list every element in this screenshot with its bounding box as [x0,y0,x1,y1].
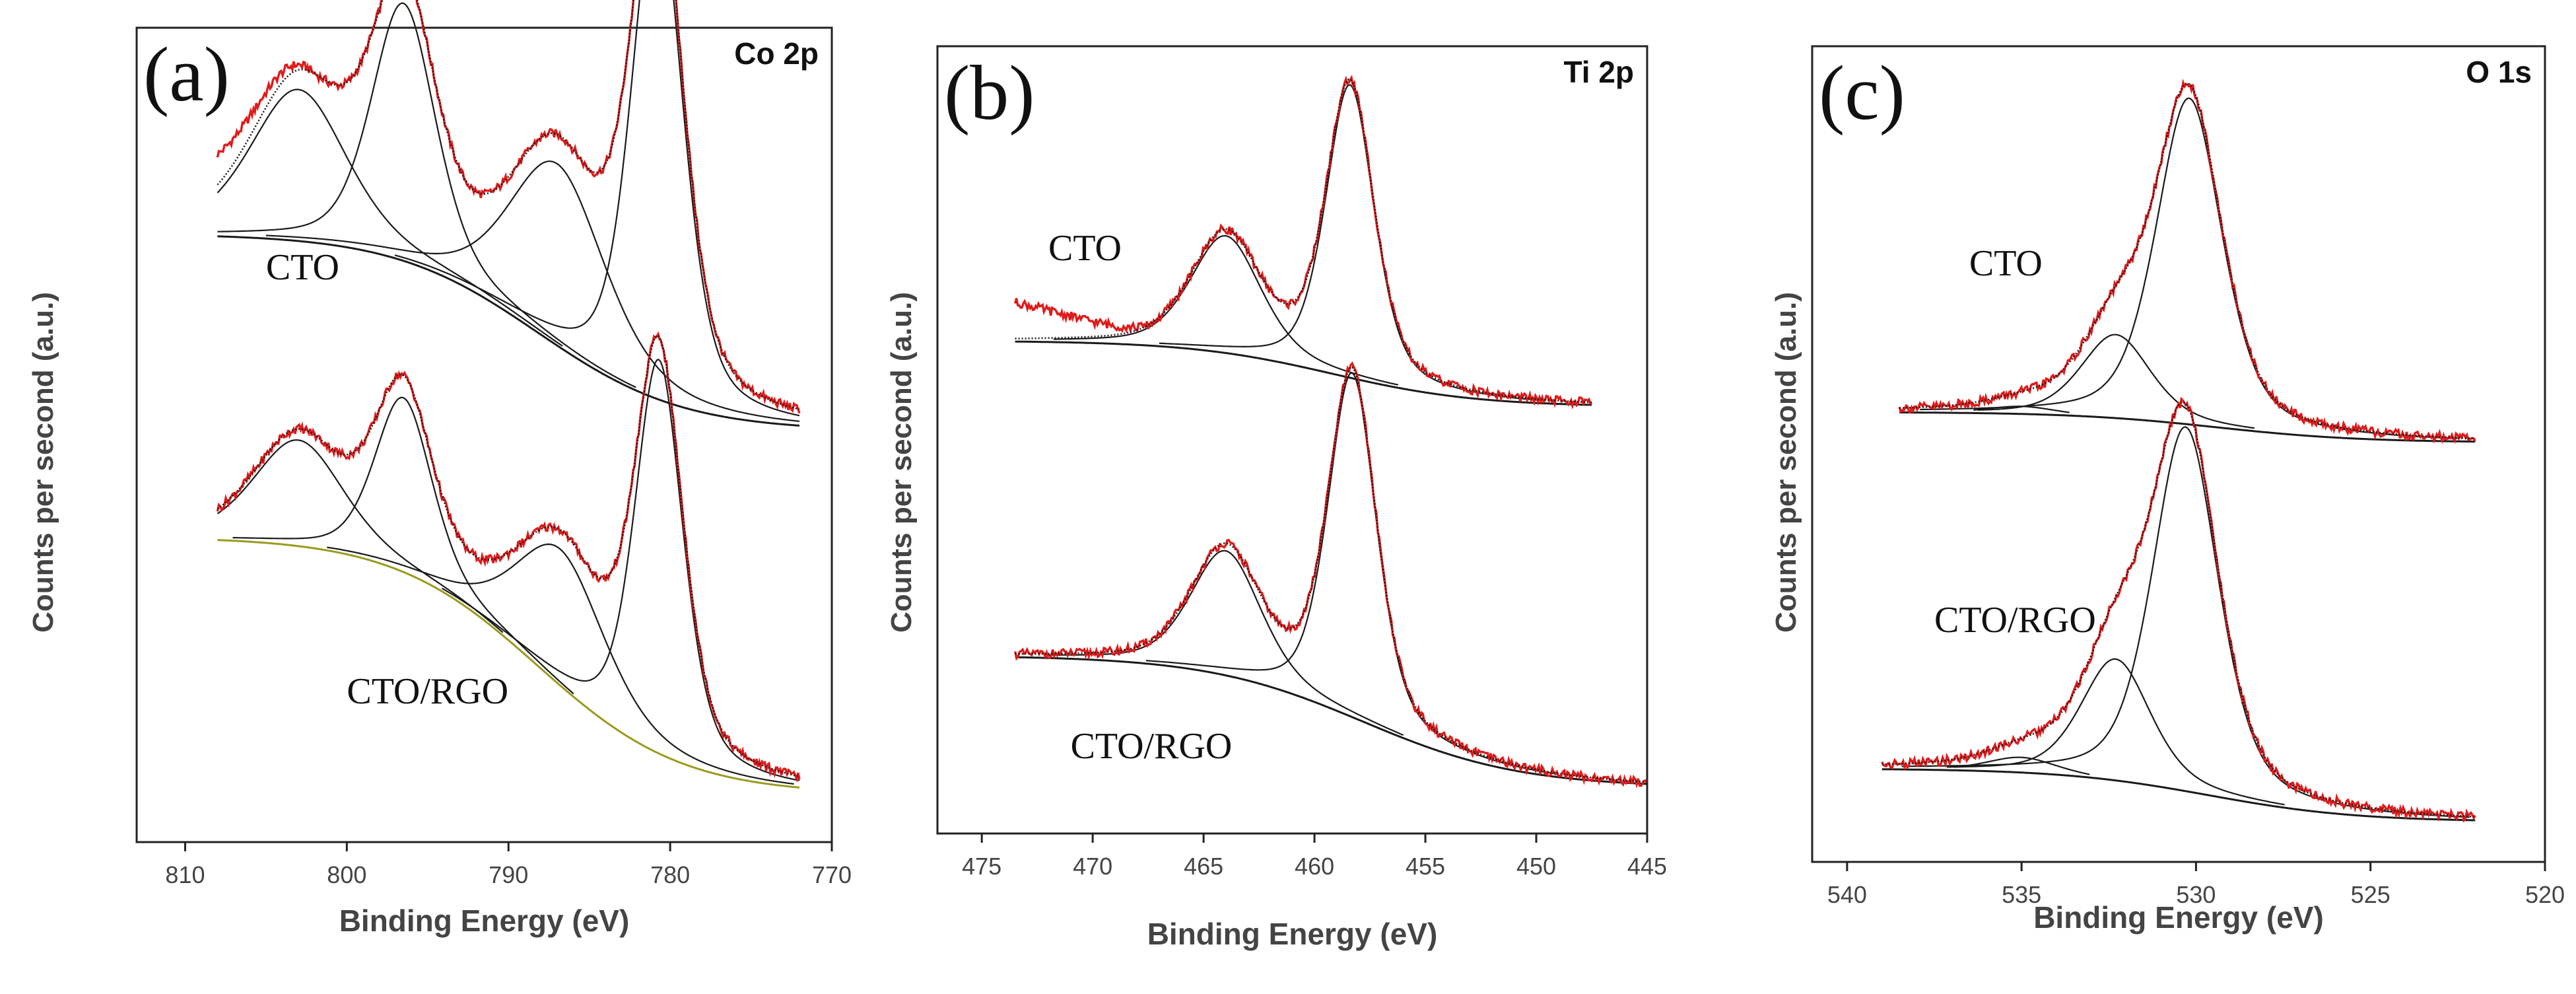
experimental-curve [1898,79,2476,444]
x-tick-label: 780 [650,861,690,888]
spectrum-label: O 1s [2466,55,2532,89]
component-peak [394,0,800,417]
component-peak [327,543,794,785]
spectrum-label: Co 2p [734,36,819,71]
x-tick-label: 810 [165,861,205,888]
component-peak [232,396,574,695]
x-tick-label: 790 [489,861,528,888]
plot-frame [1811,45,2546,863]
panel-letter: (b) [944,50,1035,136]
y-axis-label: Counts per second (a.u.) [885,292,918,633]
x-tick-label: 540 [1827,881,1867,908]
component-peak [441,359,800,781]
spectrum-label: Ti 2p [1563,55,1634,89]
component-peak [217,439,504,633]
component-peak [265,160,800,422]
series-label: CTO [266,247,339,288]
panel-a-co2p: 810 800 790 780 770 Binding Energy (eV) Counts… [27,0,852,938]
component-peak [1145,372,1559,775]
x-tick-label: 470 [1073,853,1112,880]
fit-envelope [1015,78,1592,404]
panel-letter: (a) [143,31,230,118]
plot-frame [135,26,833,843]
component-peak [1159,84,1542,402]
x-axis-label: Binding Energy (eV) [339,904,630,938]
component-peak [1048,550,1404,736]
x-tick-label: 535 [2002,881,2041,908]
fit-envelope [1015,366,1648,783]
panel-letter: (c) [1819,50,1905,136]
component-peak [217,89,563,347]
background-line [217,539,800,789]
x-tick-label: 475 [962,853,1001,880]
background-line [1899,411,2476,443]
x-tick-label: 460 [1295,853,1334,880]
background-line [1881,768,2476,822]
x-tick-label: 800 [327,861,366,888]
fit-envelope [217,0,800,410]
x-tick-label: 520 [2525,881,2565,908]
x-tick-label: 455 [1406,853,1445,880]
background-line [1015,656,1648,785]
fit-envelope [1881,401,2476,818]
panel-c-o1s: 540 535 530 525 520 Binding Energy (eV) Counts… [1770,45,2565,935]
panel-b-ti2p: 475 470 465 460 455 450 445 Binding Energy (eV)… [885,45,1667,951]
x-tick-label: 445 [1627,853,1667,880]
experimental-curve [1013,361,1648,789]
component-peak [217,2,636,388]
series-label: CTO/RGO [347,671,508,712]
x-tick-label: 530 [2176,881,2216,908]
component-peak [1053,234,1399,386]
y-axis-label: Counts per second (a.u.) [1770,292,1802,633]
x-axis-label: Binding Energy (eV) [2033,900,2324,935]
x-tick-label: 770 [812,861,852,888]
x-tick-label: 450 [1516,853,1556,880]
experimental-curve [216,331,801,783]
y-axis-label: Counts per second (a.u.) [27,292,59,633]
x-tick-label: 465 [1184,853,1223,880]
series-label: CTO/RGO [1071,726,1233,767]
fit-envelope [1899,82,2476,440]
fit-envelope [217,335,800,777]
component-peak [1947,658,2285,806]
background-line [1015,340,1592,406]
series-label: CTO/RGO [1934,600,2096,641]
component-peak [1953,756,2090,775]
series-label: CTO [1969,243,2043,284]
series-label: CTO [1048,228,1122,269]
x-axis-label: Binding Energy (eV) [1147,917,1438,951]
experimental-curve [216,0,801,414]
x-tick-label: 525 [2351,881,2390,908]
plot-frame [936,45,1648,835]
background-line [217,235,800,427]
